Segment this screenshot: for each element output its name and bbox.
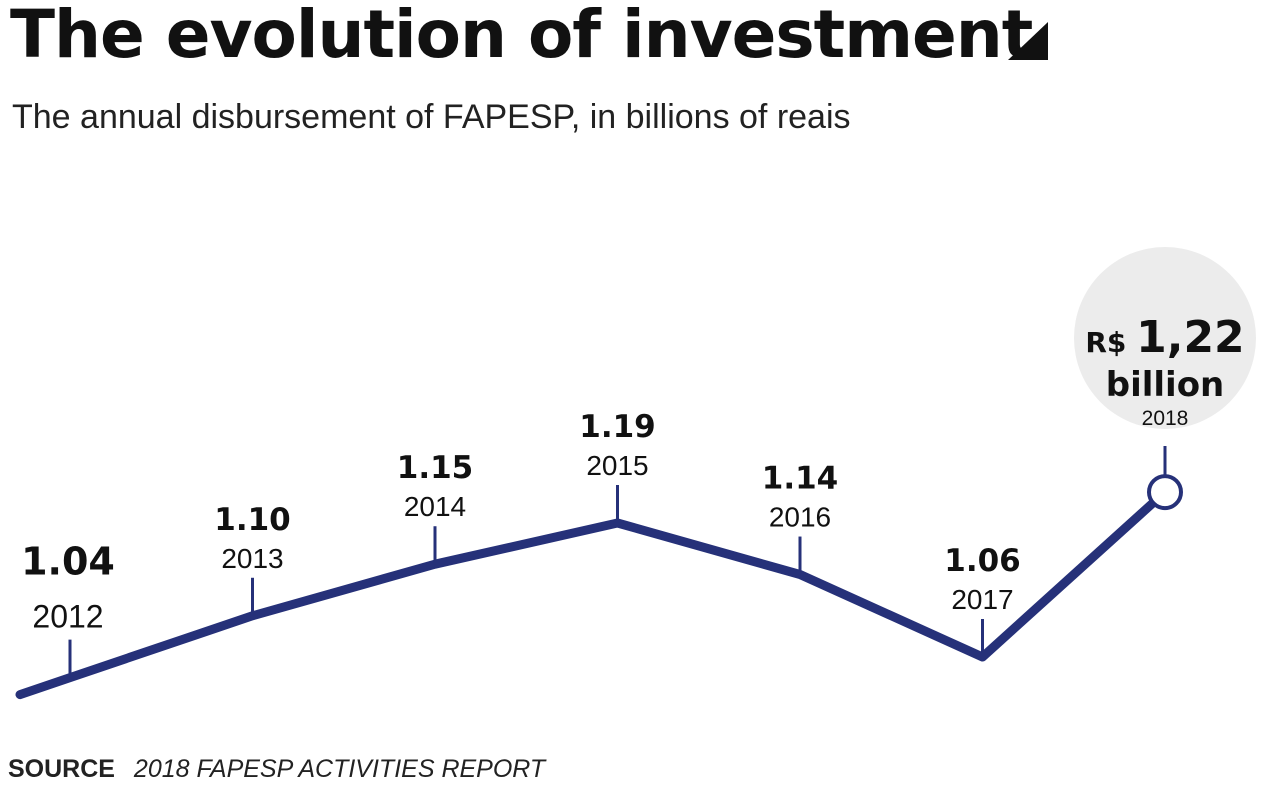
currency-label: R$ bbox=[1085, 326, 1136, 359]
data-label-year: 2016 bbox=[769, 502, 831, 533]
data-label-year: 2014 bbox=[404, 491, 466, 522]
data-label-value: 1.14 bbox=[762, 461, 839, 497]
data-label-value: 1.10 bbox=[214, 502, 291, 538]
data-label-value: 1.19 bbox=[579, 409, 656, 445]
chart-title: The evolution of investment bbox=[10, 0, 1033, 73]
data-label-value: 1.04 bbox=[21, 540, 115, 584]
source-note: SOURCE 2018 FAPESP ACTIVITIES REPORT bbox=[8, 755, 545, 784]
highlight-value-label: R$ 1,22 bbox=[1085, 312, 1244, 363]
chart-subtitle: The annual disbursement of FAPESP, in bi… bbox=[12, 98, 851, 136]
source-label: SOURCE bbox=[8, 755, 115, 783]
data-label-year: 2015 bbox=[586, 450, 648, 481]
data-point-marker bbox=[1147, 474, 1183, 511]
source-text: 2018 FAPESP ACTIVITIES REPORT bbox=[133, 755, 546, 783]
data-label-value: 1.06 bbox=[944, 543, 1021, 579]
title-triangle-icon bbox=[1008, 22, 1048, 60]
data-label-year: 2012 bbox=[32, 599, 103, 635]
series-line bbox=[15, 498, 1158, 700]
highlight-value: 1,22 bbox=[1136, 312, 1245, 363]
highlight-unit: billion bbox=[1106, 365, 1225, 405]
highlight-year: 2018 bbox=[1142, 407, 1189, 430]
data-label-year: 2017 bbox=[951, 584, 1013, 615]
highlight-circle bbox=[1074, 247, 1256, 429]
data-label-value: 1.15 bbox=[397, 450, 474, 486]
data-label-year: 2013 bbox=[221, 543, 283, 574]
